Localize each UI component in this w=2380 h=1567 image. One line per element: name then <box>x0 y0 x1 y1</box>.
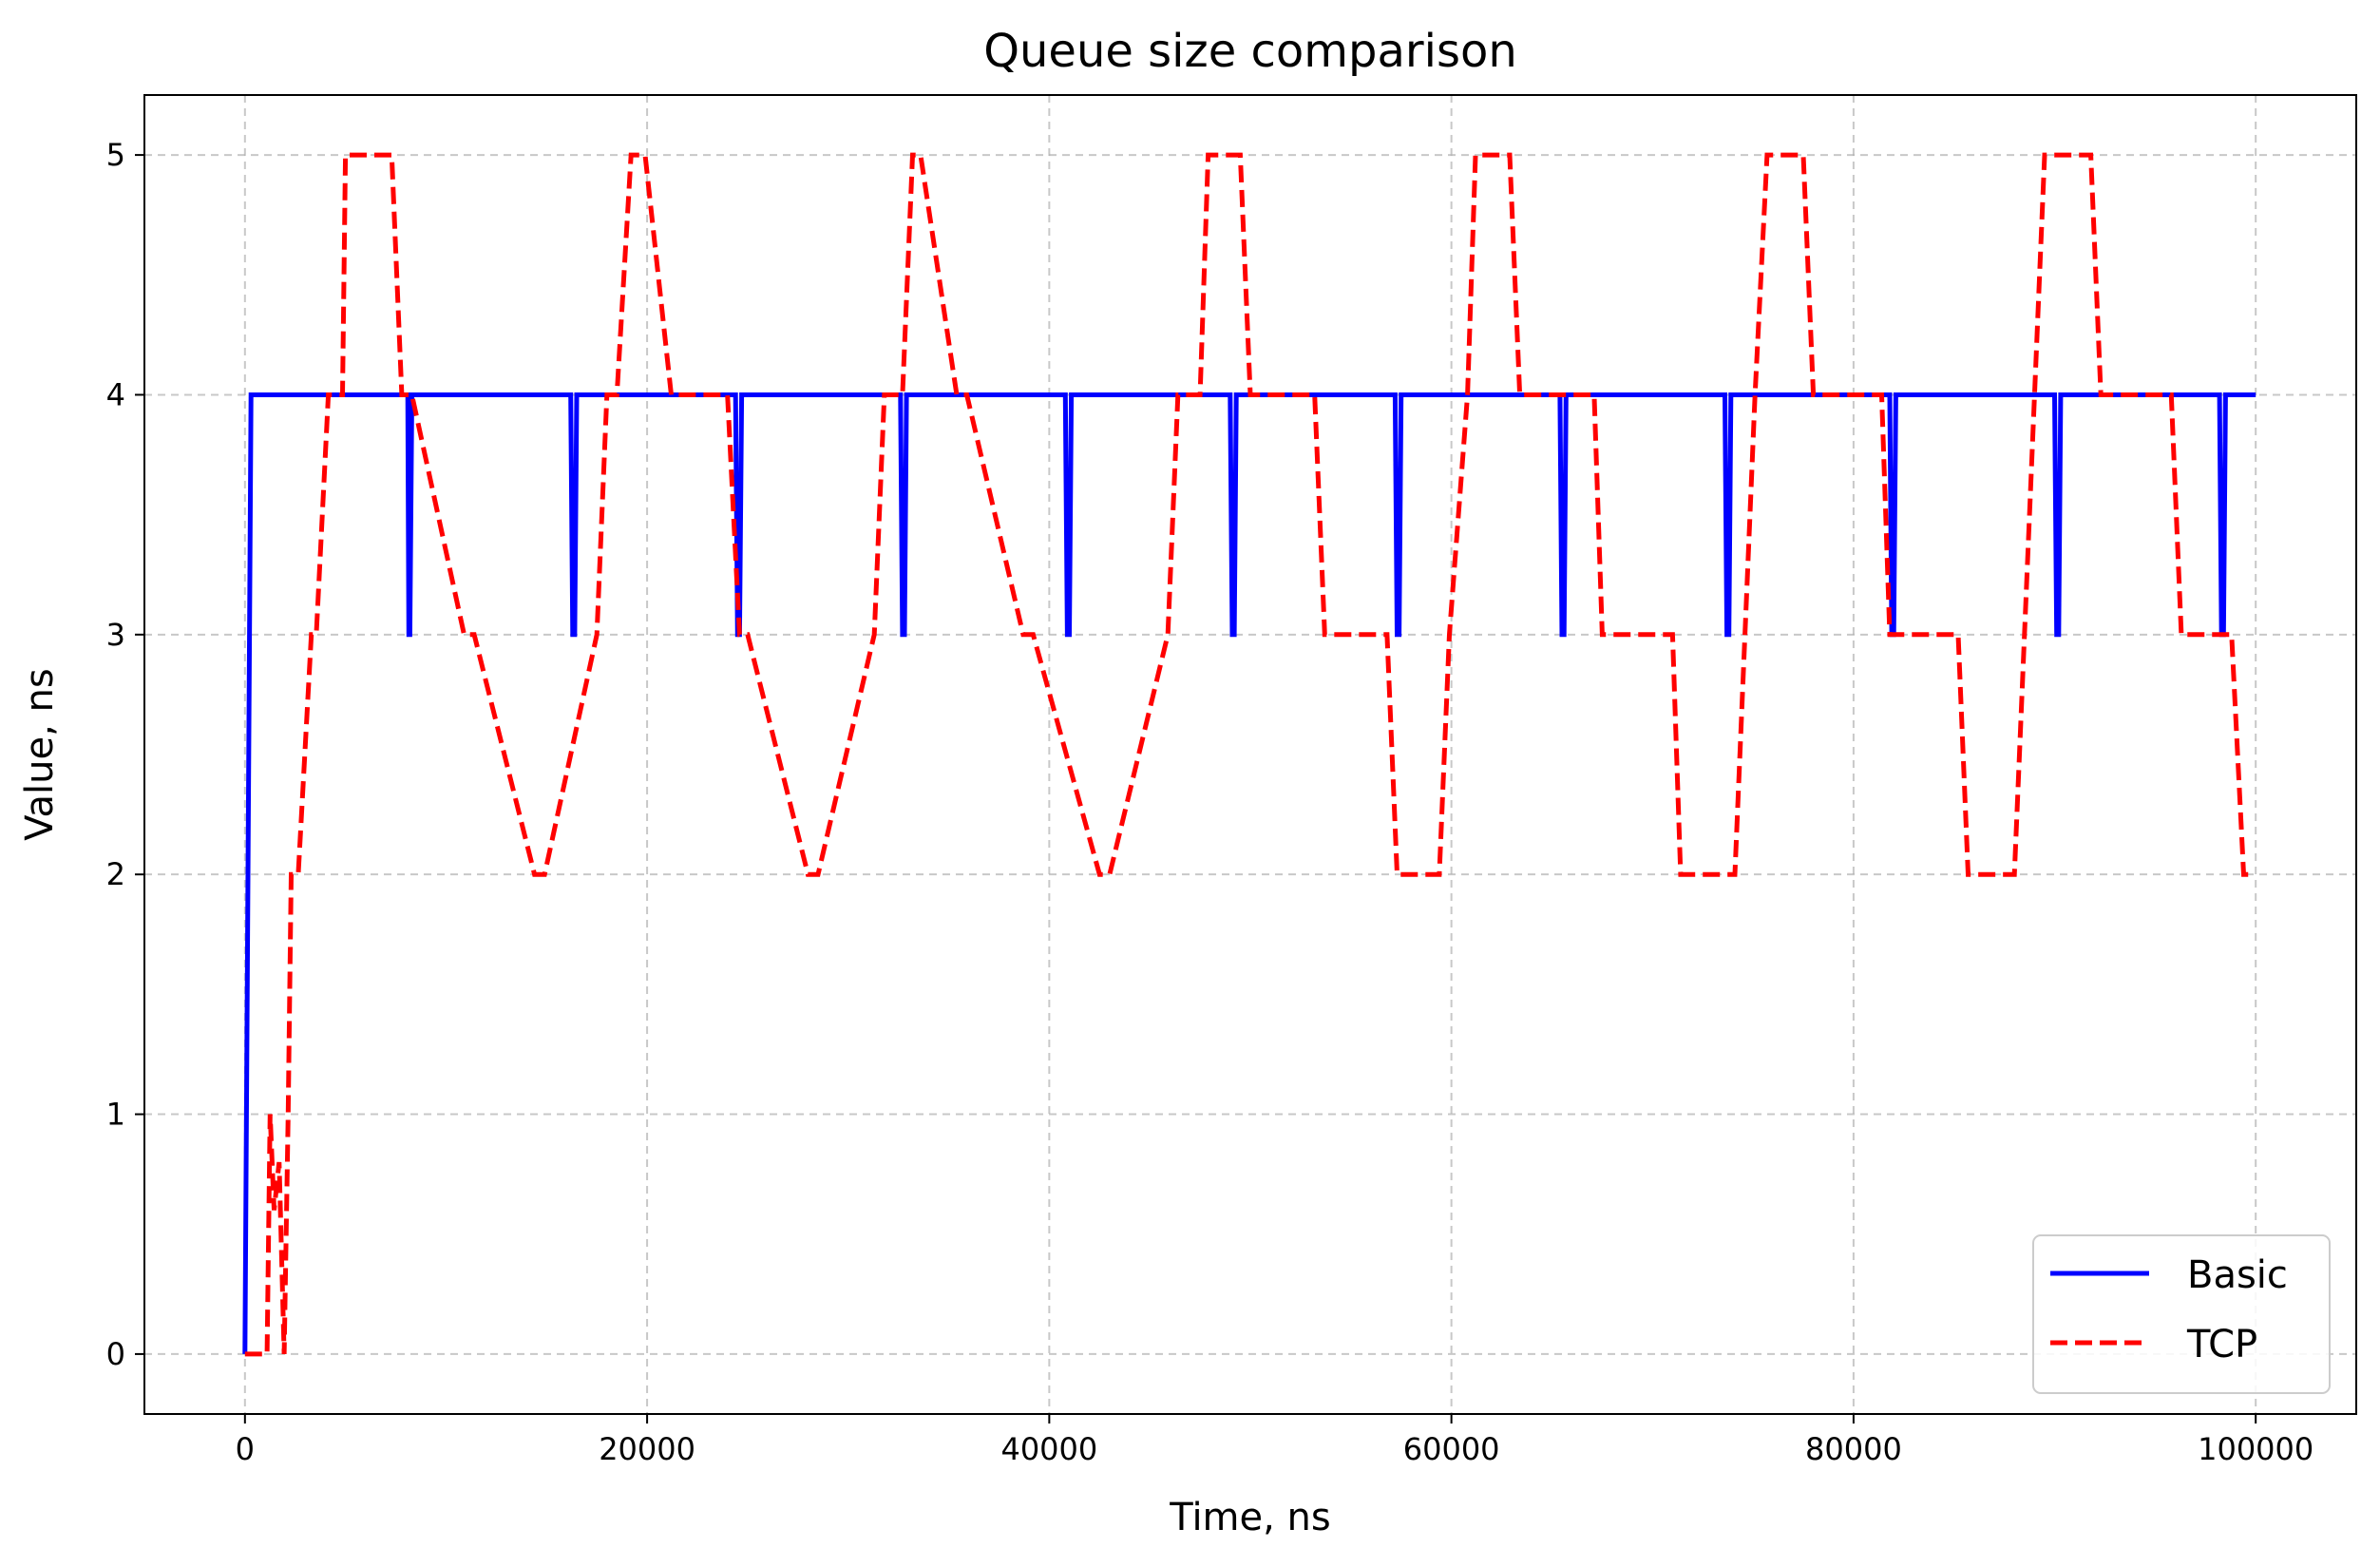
y-tick-label: 4 <box>106 376 125 412</box>
y-tick-label: 0 <box>106 1336 125 1372</box>
y-tick-label: 1 <box>106 1097 125 1133</box>
plot-area <box>144 95 2356 1414</box>
axis-ticks: 0 20000 40000 60000 80000 100000 0 1 2 3 4 5 <box>106 137 2314 1467</box>
series-layer <box>242 152 2256 1357</box>
chart-title: Queue size comparison <box>983 25 1517 78</box>
y-axis-label: Value, ns <box>18 668 62 840</box>
y-tick-label: 2 <box>106 856 125 892</box>
x-tick-label: 20000 <box>599 1431 695 1467</box>
legend-label-basic: Basic <box>2187 1253 2288 1297</box>
legend: Basic TCP <box>2032 1234 2331 1394</box>
x-tick-label: 0 <box>236 1431 255 1467</box>
x-axis-label: Time, ns <box>1169 1496 1331 1539</box>
x-tick-label: 40000 <box>1000 1431 1097 1467</box>
y-tick-label: 3 <box>106 617 125 653</box>
x-tick-label: 60000 <box>1403 1431 1500 1467</box>
series-line-tcp <box>244 152 2256 1357</box>
series-line-basic <box>242 392 2256 1354</box>
y-tick-label: 5 <box>106 137 125 173</box>
legend-label-tcp: TCP <box>2186 1323 2257 1366</box>
plot-frame <box>143 94 2357 1415</box>
x-tick-label: 100000 <box>2198 1431 2313 1467</box>
x-tick-label: 80000 <box>1805 1431 1902 1467</box>
